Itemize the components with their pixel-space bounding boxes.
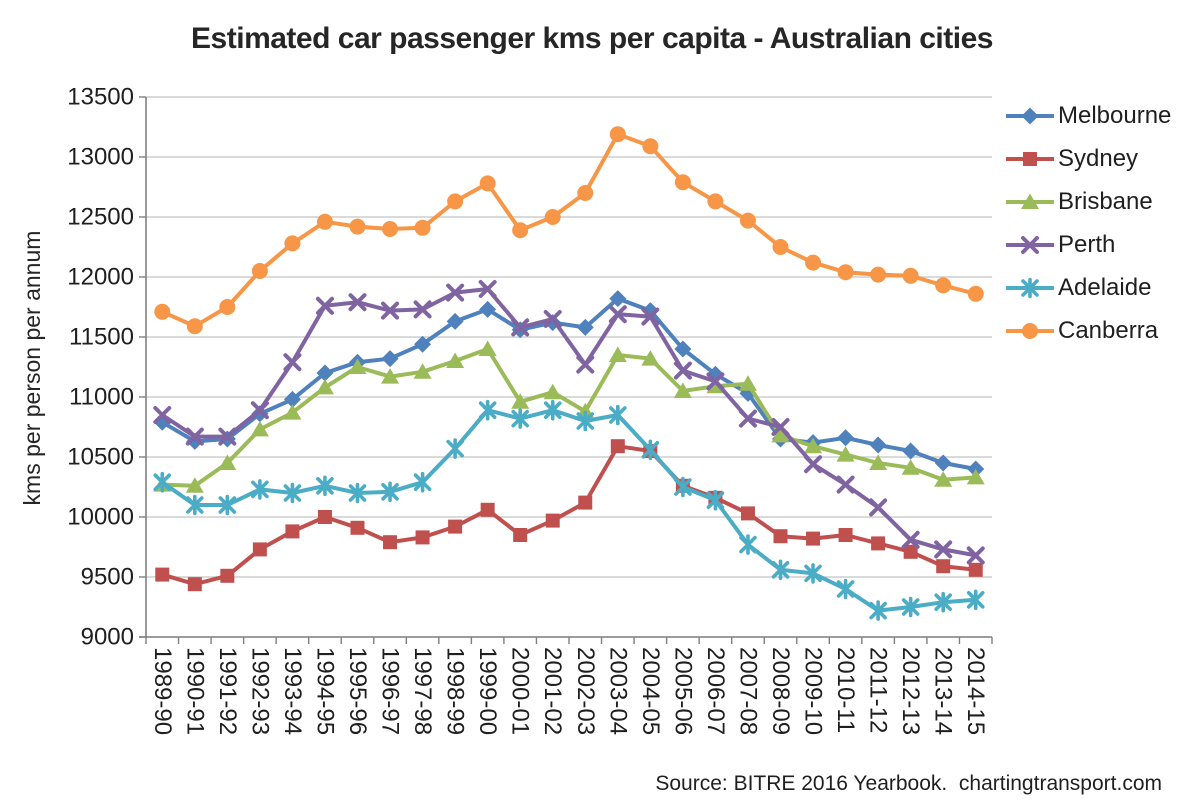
y-tick-label: 11000 bbox=[69, 384, 134, 411]
y-tick-label: 10000 bbox=[67, 504, 134, 531]
legend-marker-x-icon bbox=[1006, 236, 1054, 254]
legend-item-melbourne: Melbourne bbox=[1004, 102, 1171, 130]
x-tick-label: 2010-11 bbox=[832, 647, 859, 733]
x-tick-label: 1997-98 bbox=[409, 647, 436, 735]
x-tick-label: 2003-04 bbox=[604, 647, 631, 735]
x-tick-label: 2013-14 bbox=[930, 647, 957, 735]
legend-item-brisbane: Brisbane bbox=[1004, 188, 1171, 216]
x-tick-label: 1993-94 bbox=[279, 647, 306, 735]
x-tick-label: 2001-02 bbox=[539, 647, 566, 735]
source-note: Source: BITRE 2016 Yearbook. chartingtra… bbox=[655, 772, 1162, 795]
series-adelaide bbox=[153, 399, 985, 621]
legend-label: Canberra bbox=[1058, 317, 1159, 344]
x-tick-label: 2014-15 bbox=[962, 647, 989, 735]
x-tick-label: 1992-93 bbox=[246, 647, 273, 735]
x-tick-label: 2008-09 bbox=[767, 647, 794, 735]
series-sydney bbox=[155, 439, 983, 592]
series-perth bbox=[153, 280, 985, 565]
legend-item-canberra: Canberra bbox=[1004, 317, 1171, 345]
y-axis-title: kms per person per annum bbox=[19, 230, 45, 506]
legend-label: Adelaide bbox=[1058, 274, 1152, 301]
y-tick-label: 12000 bbox=[67, 264, 134, 291]
legend: Melbourne Sydney Brisbane Perth Adelaide Canb… bbox=[1004, 102, 1171, 345]
x-tick-label: 1989-90 bbox=[149, 647, 176, 735]
legend-label: Melbourne bbox=[1058, 102, 1172, 129]
y-tick-label: 9500 bbox=[81, 564, 134, 591]
legend-marker-circle-icon bbox=[1006, 323, 1054, 339]
legend-item-adelaide: Adelaide bbox=[1004, 274, 1171, 302]
x-tick-label: 2004-05 bbox=[637, 647, 664, 735]
y-tick-label: 10500 bbox=[67, 444, 134, 471]
legend-marker-diamond-icon bbox=[1006, 107, 1054, 125]
x-tick-label: 2006-07 bbox=[702, 647, 729, 735]
series-canberra bbox=[154, 126, 984, 335]
x-tick-label: 2011-12 bbox=[865, 647, 892, 733]
legend-item-perth: Perth bbox=[1004, 231, 1171, 259]
y-tick-label: 11500 bbox=[69, 324, 134, 351]
y-tick-label: 13000 bbox=[67, 144, 134, 171]
y-tick-label: 13500 bbox=[67, 84, 134, 111]
legend-marker-triangle-icon bbox=[1006, 193, 1054, 209]
x-tick-label: 1994-95 bbox=[311, 647, 338, 735]
legend-marker-star-icon bbox=[1006, 277, 1054, 299]
x-tick-label: 1998-99 bbox=[442, 647, 469, 735]
x-tick-label: 2002-03 bbox=[572, 647, 599, 735]
x-tick-label: 1995-96 bbox=[344, 647, 371, 735]
series-brisbane bbox=[153, 340, 985, 493]
x-tick-label: 1996-97 bbox=[377, 647, 404, 735]
x-tick-label: 2007-08 bbox=[734, 647, 761, 735]
x-tick-label: 2005-06 bbox=[669, 647, 696, 735]
x-tick-label: 2000-01 bbox=[507, 647, 534, 735]
legend-item-sydney: Sydney bbox=[1004, 145, 1171, 173]
x-tick-label: 2012-13 bbox=[897, 647, 924, 735]
x-tick-label: 1991-92 bbox=[214, 647, 241, 735]
y-tick-label: 12500 bbox=[67, 204, 134, 231]
legend-marker-square-icon bbox=[1006, 152, 1054, 166]
legend-label: Brisbane bbox=[1058, 188, 1153, 215]
x-tick-label: 1990-91 bbox=[181, 647, 208, 735]
x-tick-label: 2009-10 bbox=[800, 647, 827, 735]
legend-label: Perth bbox=[1058, 231, 1116, 258]
legend-label: Sydney bbox=[1058, 145, 1139, 172]
y-tick-label: 9000 bbox=[81, 624, 134, 651]
x-tick-label: 1999-00 bbox=[474, 647, 501, 735]
chart-title: Estimated car passenger kms per capita -… bbox=[191, 22, 993, 55]
